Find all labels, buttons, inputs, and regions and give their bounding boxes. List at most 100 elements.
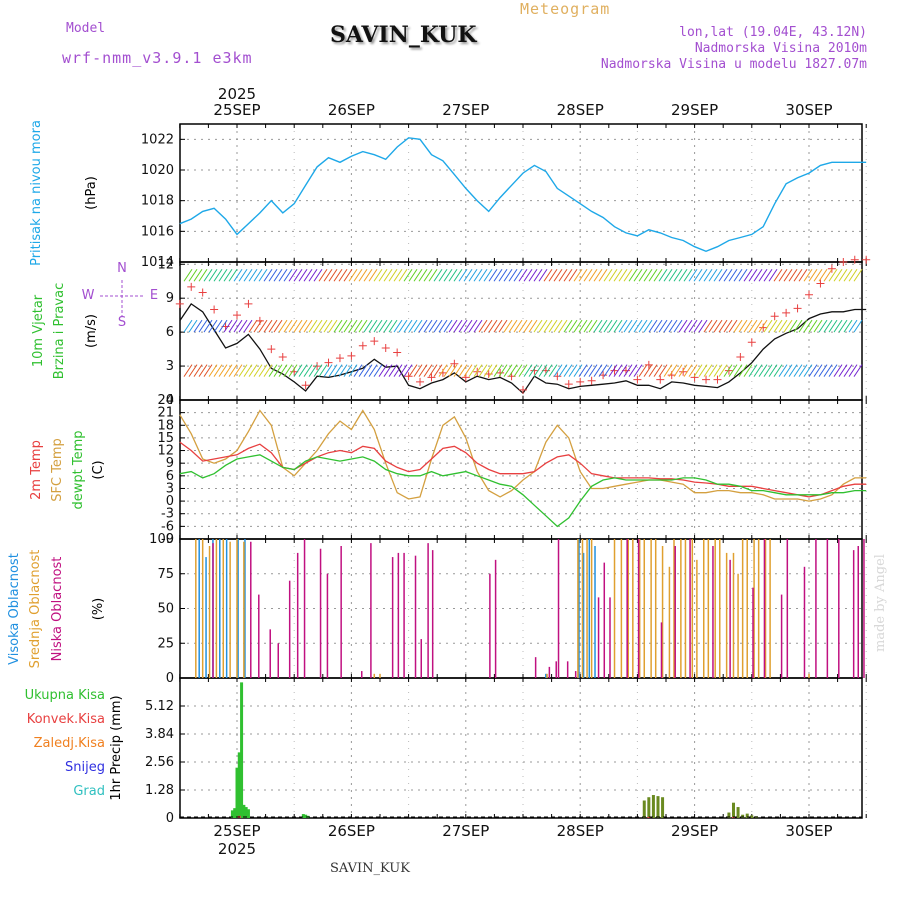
wind-barb [268, 364, 278, 377]
wind-barb [748, 364, 758, 377]
wind-barb [223, 268, 233, 282]
wind-barb [733, 364, 743, 377]
gust-marker [587, 376, 596, 385]
wind-barb [203, 364, 213, 377]
precip-bar [656, 796, 660, 818]
wind-barb [593, 268, 603, 282]
y-tick-label: 1020 [141, 163, 174, 178]
wind-barb [448, 364, 458, 377]
wind-barb [413, 319, 423, 333]
date-label-top: 26SEP [328, 101, 375, 119]
wind-barb [588, 364, 598, 377]
wind-barb [358, 364, 368, 377]
gust-marker [233, 311, 241, 320]
wind-barb [613, 268, 623, 282]
wind-barb [678, 319, 688, 333]
dir-e: E [150, 288, 158, 303]
wind-barb [343, 319, 353, 333]
wind-barb [588, 319, 598, 333]
wind-barb [753, 319, 763, 333]
wind-barb [528, 268, 538, 282]
wind-barb [713, 364, 723, 377]
y-tick-label: 5.12 [145, 699, 174, 714]
wind-barb [748, 268, 758, 282]
wind-barb [373, 268, 383, 282]
wind-barb [703, 364, 713, 377]
wind-barb [538, 268, 548, 282]
wind-barb [553, 364, 563, 377]
y-tick-label: 6 [166, 325, 174, 340]
wind-barb [638, 364, 648, 377]
wind-barb [483, 364, 493, 377]
wind-barb [558, 319, 568, 333]
gust-marker [313, 362, 322, 371]
wind-barb [413, 268, 423, 282]
wind-barb [848, 268, 858, 282]
gust-marker [633, 375, 642, 384]
wind-barb [848, 319, 858, 333]
wind-barb [723, 364, 733, 377]
precip-bar [230, 810, 234, 818]
wind-barb [593, 319, 603, 333]
wind-barb [208, 319, 218, 333]
gust-marker [782, 308, 791, 317]
wind-barb [683, 268, 693, 282]
wind-barb [318, 319, 328, 333]
year-label-top: 2025 [218, 85, 256, 103]
wind-barb [218, 268, 228, 282]
wind-barb [503, 319, 513, 333]
wind-barb [668, 319, 678, 333]
wind-barb [748, 319, 758, 333]
wind-barb [343, 268, 353, 282]
wind-barb [608, 319, 618, 333]
wind-barb [733, 319, 743, 333]
wind-barb [388, 319, 398, 333]
wind-barb [428, 268, 438, 282]
wind-barb [438, 319, 448, 333]
wind-barb [733, 268, 743, 282]
panel-frame [179, 399, 863, 540]
wind-barb [323, 268, 333, 282]
y-tick-label: 0 [166, 494, 174, 509]
wind-barb [788, 364, 798, 377]
wind-barb [728, 364, 738, 377]
wind-barb [418, 364, 428, 377]
gust-marker [335, 354, 344, 363]
wind-barb [248, 364, 258, 377]
wind-barb [203, 268, 213, 282]
wind-barb [488, 364, 498, 377]
wind-barb [218, 319, 228, 333]
wind-barb [353, 319, 363, 333]
wind-barb [628, 268, 638, 282]
wind-barb [783, 268, 793, 282]
wind-barb [613, 319, 623, 333]
wind-barb [708, 319, 718, 333]
wind-barb [623, 268, 633, 282]
wind-barb [798, 319, 808, 333]
wind-barb [193, 364, 203, 377]
wind-barb [468, 268, 478, 282]
wind-barb [343, 364, 353, 377]
wind-barb [253, 268, 263, 282]
wind-barb [563, 268, 573, 282]
wind-barb [213, 268, 223, 282]
wind-barb [558, 268, 568, 282]
wind-barb [773, 364, 783, 377]
wind-barb [308, 364, 318, 377]
footer-station: SAVIN_KUK [330, 861, 410, 876]
y-tick-label: 1.28 [145, 783, 174, 798]
wind-barb [213, 364, 223, 377]
wind-barb [723, 319, 733, 333]
wind-barb [703, 268, 713, 282]
wind-barb [843, 364, 853, 377]
wind-barb [183, 364, 193, 377]
wind-barb [388, 364, 398, 377]
wind-barb [628, 364, 638, 377]
wind-barb [393, 364, 403, 377]
y-tick-label: 0 [166, 671, 174, 686]
wind-barb [513, 268, 523, 282]
wind-barb [378, 319, 388, 333]
wind-barb [538, 319, 548, 333]
wind-barb [673, 268, 683, 282]
wind-barb [203, 319, 213, 333]
